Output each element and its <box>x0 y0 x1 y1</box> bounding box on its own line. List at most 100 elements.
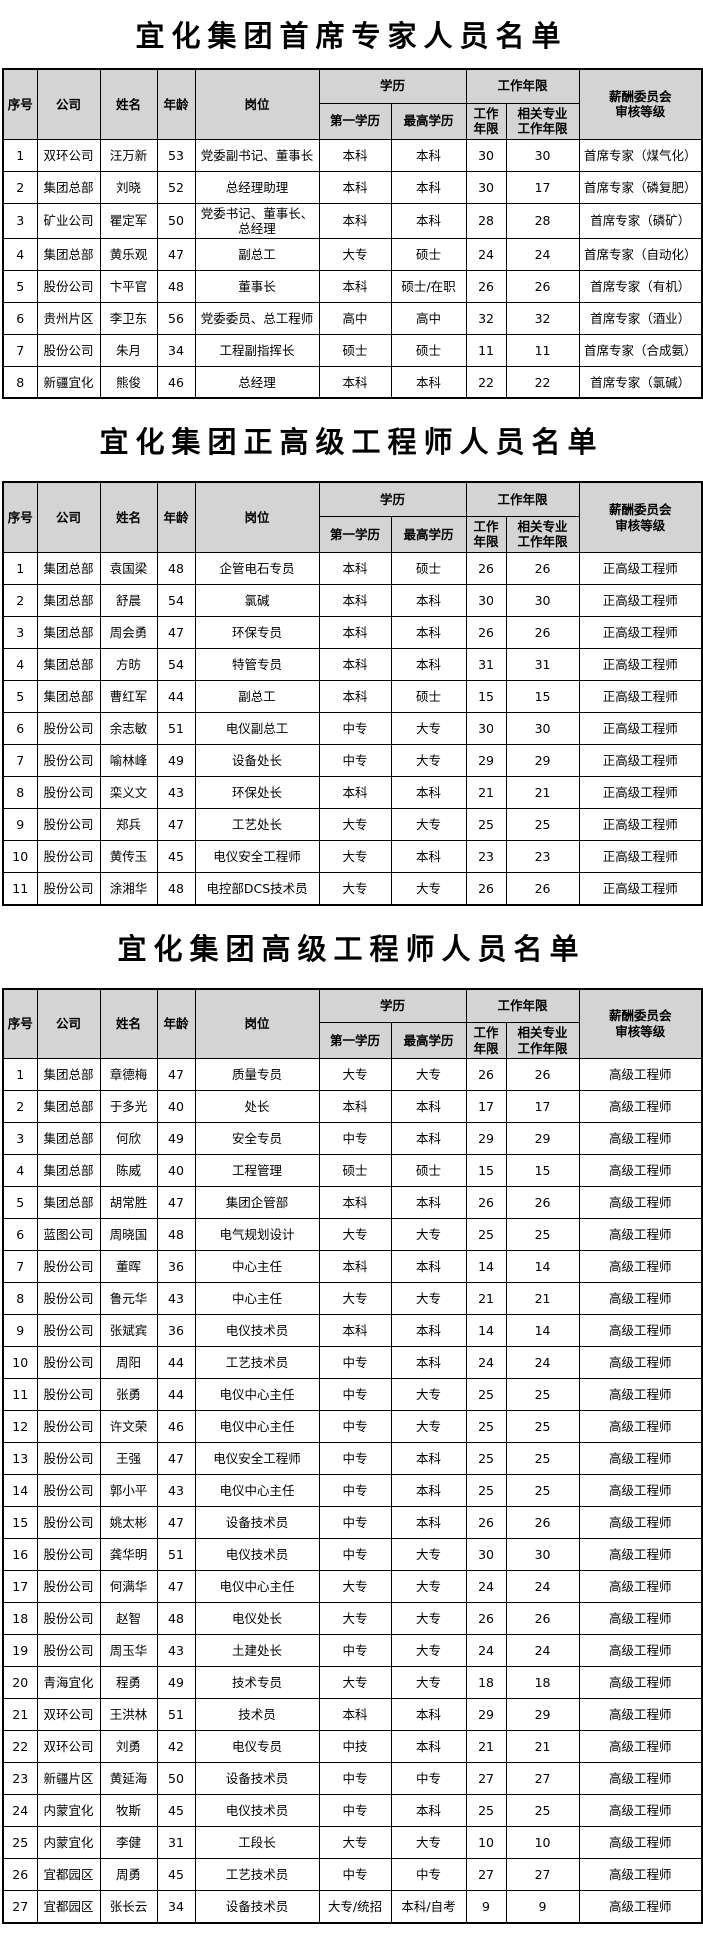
cell-first-education: 中专 <box>318 744 392 777</box>
table-header: 序号 公司 姓名 年龄 岗位 学历 工作年限 薪酬委员会 审核等级 第一学历 最… <box>2 68 703 140</box>
cell-related-work-years: 9 <box>505 1890 580 1924</box>
cell-company: 内蒙宜化 <box>36 1794 101 1828</box>
table-row: 5 集团总部 胡常胜 47 集团企管部 本科 本科 26 26 高级工程师 <box>2 1186 703 1220</box>
cell-work-years: 26 <box>465 1506 507 1540</box>
cell-related-work-years: 30 <box>505 138 580 172</box>
cell-work-years: 32 <box>465 301 507 335</box>
cell-age: 54 <box>156 648 196 681</box>
header-company: 公司 <box>36 68 101 140</box>
cell-name: 李卫东 <box>99 301 158 335</box>
cell-no: 8 <box>2 1282 38 1316</box>
table-row: 7 股份公司 董晖 36 中心主任 本科 本科 14 14 高级工程师 <box>2 1250 703 1284</box>
cell-age: 51 <box>156 1538 196 1572</box>
cell-no: 18 <box>2 1602 38 1636</box>
header-first-education: 第一学历 <box>318 1021 392 1060</box>
table-row: 4 集团总部 陈威 40 工程管理 硕士 硕士 15 15 高级工程师 <box>2 1154 703 1188</box>
table-row: 24 内蒙宜化 牧斯 45 电仪技术员 中专 本科 25 25 高级工程师 <box>2 1794 703 1828</box>
cell-position: 总经理 <box>194 365 320 399</box>
cell-age: 36 <box>156 1314 196 1348</box>
cell-review-level: 高级工程师 <box>578 1698 703 1732</box>
cell-first-education: 本科 <box>318 616 392 649</box>
cell-review-level: 高级工程师 <box>578 1602 703 1636</box>
cell-company: 新疆宜化 <box>36 365 101 399</box>
cell-name: 赵智 <box>99 1602 158 1636</box>
cell-name: 黄延海 <box>99 1762 158 1796</box>
cell-no: 5 <box>2 1186 38 1220</box>
cell-position: 总经理助理 <box>194 170 320 204</box>
cell-related-work-years: 30 <box>505 712 580 745</box>
cell-no: 2 <box>2 1090 38 1124</box>
cell-age: 56 <box>156 301 196 335</box>
cell-company: 集团总部 <box>36 584 101 617</box>
cell-company: 宜都园区 <box>36 1858 101 1892</box>
cell-related-work-years: 26 <box>505 552 580 585</box>
cell-position: 环保专员 <box>194 616 320 649</box>
cell-company: 股份公司 <box>36 1506 101 1540</box>
cell-related-work-years: 10 <box>505 1826 580 1860</box>
table-row: 2 集团总部 刘晓 52 总经理助理 本科 本科 30 17 首席专家（磷复肥） <box>2 170 703 204</box>
cell-name: 瞿定军 <box>99 202 158 239</box>
cell-no: 3 <box>2 616 38 649</box>
cell-company: 股份公司 <box>36 1602 101 1636</box>
cell-name: 汪万新 <box>99 138 158 172</box>
cell-work-years: 30 <box>465 170 507 204</box>
cell-review-level: 高级工程师 <box>578 1282 703 1316</box>
cell-age: 54 <box>156 584 196 617</box>
cell-position: 环保处长 <box>194 776 320 809</box>
cell-position: 氯碱 <box>194 584 320 617</box>
cell-name: 周晓国 <box>99 1218 158 1252</box>
cell-age: 47 <box>156 1058 196 1092</box>
cell-first-education: 本科 <box>318 776 392 809</box>
table-row: 14 股份公司 郭小平 43 电仪中心主任 中专 本科 25 25 高级工程师 <box>2 1474 703 1508</box>
table-row: 4 集团总部 方昉 54 特管专员 本科 本科 31 31 正高级工程师 <box>2 648 703 681</box>
cell-no: 12 <box>2 1410 38 1444</box>
cell-related-work-years: 29 <box>505 1698 580 1732</box>
cell-name: 胡常胜 <box>99 1186 158 1220</box>
cell-company: 股份公司 <box>36 744 101 777</box>
cell-no: 22 <box>2 1730 38 1764</box>
cell-company: 股份公司 <box>36 1410 101 1444</box>
cell-company: 青海宜化 <box>36 1666 101 1700</box>
table-row: 17 股份公司 何满华 47 电仪中心主任 大专 大专 24 24 高级工程师 <box>2 1570 703 1604</box>
cell-name: 周会勇 <box>99 616 158 649</box>
cell-company: 集团总部 <box>36 1122 101 1156</box>
cell-first-education: 本科 <box>318 1250 392 1284</box>
cell-first-education: 中专 <box>318 712 392 745</box>
cell-age: 47 <box>156 1186 196 1220</box>
cell-work-years: 9 <box>465 1890 507 1924</box>
cell-age: 49 <box>156 1122 196 1156</box>
cell-position: 电仪专员 <box>194 1730 320 1764</box>
cell-work-years: 29 <box>465 1698 507 1732</box>
cell-work-years: 28 <box>465 202 507 239</box>
cell-first-education: 本科 <box>318 680 392 713</box>
cell-name: 程勇 <box>99 1666 158 1700</box>
cell-age: 45 <box>156 1858 196 1892</box>
cell-name: 张勇 <box>99 1378 158 1412</box>
cell-position: 设备技术员 <box>194 1762 320 1796</box>
cell-position: 集团企管部 <box>194 1186 320 1220</box>
cell-name: 黄乐观 <box>99 237 158 271</box>
cell-work-years: 25 <box>465 1218 507 1252</box>
cell-review-level: 正高级工程师 <box>578 680 703 713</box>
header-name: 姓名 <box>99 987 158 1060</box>
cell-highest-education: 中专 <box>390 1762 467 1796</box>
cell-review-level: 首席专家（氯碱） <box>578 365 703 399</box>
cell-related-work-years: 31 <box>505 648 580 681</box>
cell-position: 工程副指挥长 <box>194 333 320 367</box>
cell-name: 余志敏 <box>99 712 158 745</box>
senior-engineer-table: 序号 公司 姓名 年龄 岗位 学历 工作年限 薪酬委员会 审核等级 第一学历 最… <box>2 987 703 1924</box>
cell-highest-education: 本科 <box>390 648 467 681</box>
cell-name: 曹红军 <box>99 680 158 713</box>
cell-review-level: 正高级工程师 <box>578 744 703 777</box>
cell-first-education: 大专 <box>318 1602 392 1636</box>
cell-review-level: 首席专家（有机） <box>578 269 703 303</box>
cell-related-work-years: 27 <box>505 1858 580 1892</box>
cell-first-education: 本科 <box>318 1698 392 1732</box>
header-no: 序号 <box>2 68 38 140</box>
cell-first-education: 大专 <box>318 1666 392 1700</box>
cell-review-level: 正高级工程师 <box>578 808 703 841</box>
cell-review-level: 首席专家（酒业） <box>578 301 703 335</box>
header-review-level: 薪酬委员会 审核等级 <box>578 481 703 554</box>
table-row: 2 集团总部 舒晨 54 氯碱 本科 本科 30 30 正高级工程师 <box>2 584 703 617</box>
cell-company: 集团总部 <box>36 648 101 681</box>
